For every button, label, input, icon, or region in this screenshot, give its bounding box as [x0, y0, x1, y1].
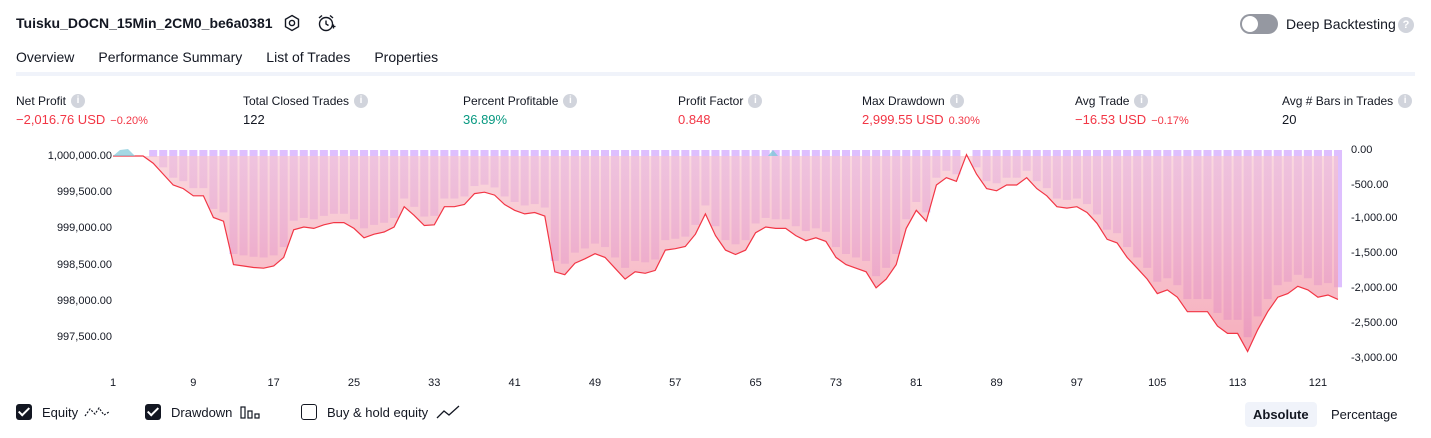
- equity-checkbox[interactable]: [16, 404, 32, 420]
- x-tick: 25: [347, 377, 361, 389]
- legend-label: Drawdown: [171, 404, 233, 420]
- metric-value: −2,016.76 USD: [16, 112, 106, 127]
- buy-hold-icon: [436, 405, 460, 419]
- equity-line: [113, 153, 1339, 353]
- y-tick-left: 1,000,000.00: [47, 150, 112, 162]
- deep-backtesting-toggle[interactable]: [1240, 14, 1278, 34]
- y-tick-left: 999,500.00: [56, 186, 112, 198]
- x-tick: 105: [1148, 377, 1167, 389]
- metric-profit-factor: Profit Factor i 0.848: [678, 94, 763, 127]
- y-tick-right: -3,000.00: [1351, 352, 1398, 364]
- tab-list-of-trades[interactable]: List of Trades: [266, 49, 351, 65]
- metric-avg-trade: Avg Trade i −16.53 USD −0.17%: [1075, 94, 1189, 127]
- equity-icon: [84, 406, 110, 417]
- x-tick: 17: [267, 377, 280, 389]
- tab-performance-summary[interactable]: Performance Summary: [98, 49, 243, 65]
- alarm-clock-icon[interactable]: [316, 13, 336, 33]
- buy-hold-checkbox[interactable]: [301, 404, 317, 420]
- metric-percent: −0.20%: [110, 115, 148, 127]
- x-tick: 33: [428, 377, 441, 389]
- profit-area: [768, 150, 778, 156]
- metric-value: 0.848: [678, 112, 711, 127]
- metric-value: 20: [1282, 112, 1297, 127]
- x-tick: 81: [910, 377, 923, 389]
- x-tick: 41: [508, 377, 521, 389]
- y-tick-right: 0.00: [1351, 144, 1373, 156]
- info-icon[interactable]: i: [1398, 94, 1413, 108]
- metric-label: Max Drawdown: [862, 94, 945, 108]
- x-tick: 1: [109, 377, 117, 389]
- help-icon[interactable]: ?: [1398, 17, 1414, 33]
- y-tick-right: -1,000.00: [1351, 212, 1398, 224]
- tab-divider: [16, 72, 1415, 76]
- x-tick: 73: [829, 377, 843, 389]
- x-tick: 97: [1070, 377, 1084, 389]
- x-tick: 49: [588, 377, 602, 389]
- metric-percent-profitable: Percent Profitable i 36.89%: [463, 94, 578, 127]
- x-tick: 113: [1228, 377, 1247, 389]
- y-tick-left: 997,500.00: [56, 331, 112, 343]
- drawdown-checkbox[interactable]: [145, 404, 161, 420]
- info-icon[interactable]: i: [1134, 94, 1149, 108]
- metric-value: 36.89%: [463, 112, 508, 127]
- legend-label: Equity: [42, 404, 79, 420]
- y-tick-right: -2,500.00: [1351, 317, 1398, 329]
- profit-area: [113, 149, 135, 156]
- deep-backtesting-label: Deep Backtesting: [1286, 16, 1396, 32]
- equity-area: [113, 154, 1338, 352]
- legend-equity[interactable]: Equity: [16, 404, 110, 420]
- x-tick: 57: [669, 377, 682, 389]
- metric-label: Percent Profitable: [463, 94, 559, 108]
- metric-value: 122: [243, 112, 265, 127]
- metric-percent: −0.17%: [1151, 115, 1189, 127]
- absolute-toggle[interactable]: Absolute: [1245, 402, 1317, 427]
- x-tick: 9: [190, 377, 197, 389]
- info-icon[interactable]: i: [71, 94, 86, 108]
- metric-percent: 0.30%: [948, 115, 980, 127]
- metric-label: Net Profit: [16, 94, 67, 108]
- metric-label: Total Closed Trades: [243, 94, 350, 108]
- drawdown-bar: [149, 150, 158, 157]
- legend-buy-hold[interactable]: Buy & hold equity: [301, 404, 460, 420]
- y-tick-left: 998,000.00: [56, 295, 112, 307]
- metric-label: Profit Factor: [678, 94, 744, 108]
- metric-value: 2,999.55 USD: [862, 112, 944, 127]
- metric-value: −16.53 USD: [1075, 112, 1147, 127]
- info-icon[interactable]: i: [949, 94, 964, 108]
- tab-properties[interactable]: Properties: [374, 49, 439, 65]
- drawdown-icon: [240, 406, 261, 419]
- strategy-title: Tuisku_DOCN_15Min_2CM0_be6a0381: [16, 15, 273, 31]
- metric-max-drawdown: Max Drawdown i 2,999.55 USD 0.30%: [862, 94, 980, 127]
- metric-avg-bars: Avg # Bars in Trades i 20: [1282, 94, 1413, 127]
- settings-icon[interactable]: [282, 13, 302, 33]
- info-icon[interactable]: i: [748, 94, 763, 108]
- y-tick-right: -500.00: [1351, 179, 1389, 191]
- y-tick-left: 998,500.00: [56, 259, 112, 271]
- legend-label: Buy & hold equity: [327, 404, 429, 420]
- metric-total-closed-trades: Total Closed Trades i 122: [243, 94, 369, 127]
- y-tick-right: -2,000.00: [1351, 282, 1398, 294]
- x-tick: 89: [990, 377, 1003, 389]
- toggle-knob: [1242, 16, 1258, 32]
- metric-net-profit: Net Profit i −2,016.76 USD −0.20%: [16, 94, 148, 127]
- x-tick: 121: [1308, 377, 1328, 389]
- metric-label: Avg Trade: [1075, 94, 1130, 108]
- legend-drawdown[interactable]: Drawdown: [145, 404, 261, 420]
- percentage-toggle[interactable]: Percentage: [1331, 407, 1398, 422]
- y-tick-right: -1,500.00: [1351, 247, 1398, 259]
- x-tick: 65: [749, 377, 762, 389]
- info-icon[interactable]: i: [563, 94, 578, 108]
- info-icon[interactable]: i: [354, 94, 369, 108]
- metric-label: Avg # Bars in Trades: [1282, 94, 1394, 108]
- y-tick-left: 999,000.00: [56, 222, 112, 234]
